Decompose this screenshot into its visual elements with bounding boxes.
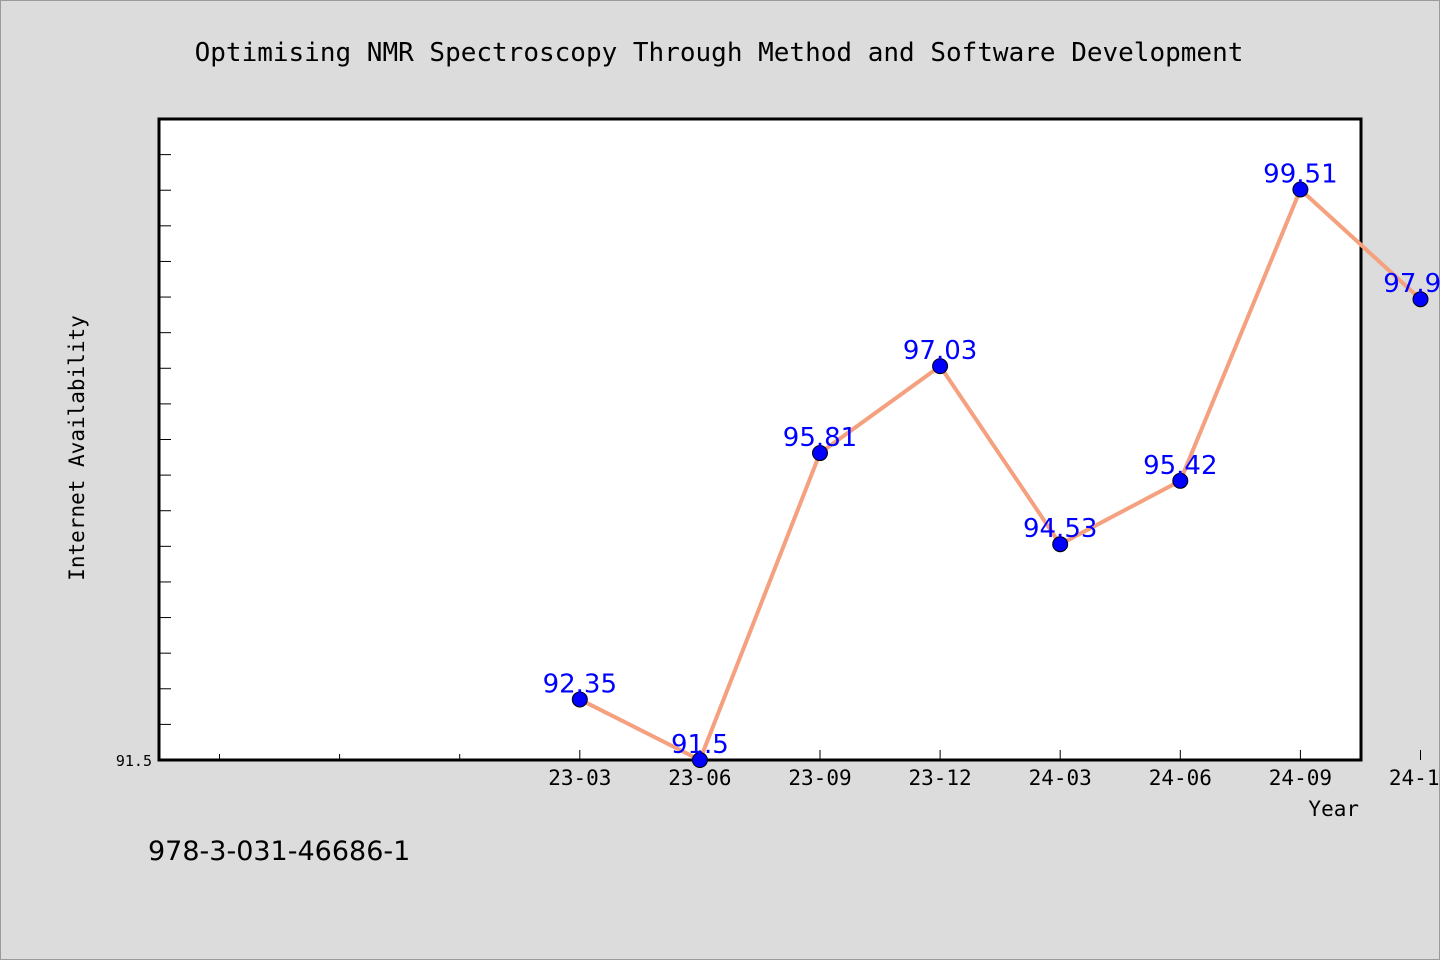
x-tick-label: 24-03	[1029, 766, 1092, 790]
y-axis-title: Internet Availability	[65, 315, 89, 581]
x-axis-title: Year	[1308, 797, 1359, 821]
series-line-group	[578, 187, 1422, 762]
y-axis-ticks	[159, 154, 171, 725]
data-label: 95.42	[1143, 451, 1217, 481]
data-point	[691, 752, 708, 768]
data-point	[932, 358, 949, 375]
data-label: 94.53	[1023, 514, 1097, 544]
data-label: 91.5	[671, 730, 729, 760]
x-tick-label: 24-06	[1149, 766, 1212, 790]
x-tick-label: 24-09	[1269, 766, 1332, 790]
isbn-footer: 978-3-031-46686-1	[148, 836, 411, 867]
chart-title: Optimising NMR Spectroscopy Through Meth…	[195, 38, 1244, 68]
data-label: 97.03	[903, 336, 977, 366]
data-label: 99.51	[1263, 160, 1337, 190]
data-labels: 92.35 91.5 95.81 97.03 94.53 95.42 99.51 97.97	[543, 160, 1440, 760]
x-tick-label: 24-12	[1389, 766, 1440, 790]
plot-area	[157, 117, 1363, 762]
data-label: 97.97	[1383, 269, 1440, 299]
data-label: 92.35	[543, 669, 617, 699]
y-axis-min-label: 91.5	[116, 752, 152, 770]
data-point	[812, 445, 828, 462]
data-point	[1412, 291, 1429, 308]
data-point	[571, 691, 588, 708]
x-tick-label: 23-09	[788, 766, 851, 790]
data-label: 95.81	[783, 423, 857, 453]
x-tick-label: 23-06	[668, 766, 731, 790]
data-point	[1052, 536, 1069, 553]
series-markers	[571, 181, 1429, 768]
series-line	[578, 187, 1422, 762]
x-tick-label: 23-12	[908, 766, 971, 790]
x-tick-label: 23-03	[548, 766, 611, 790]
data-point	[1292, 181, 1309, 198]
data-point	[1172, 472, 1189, 489]
